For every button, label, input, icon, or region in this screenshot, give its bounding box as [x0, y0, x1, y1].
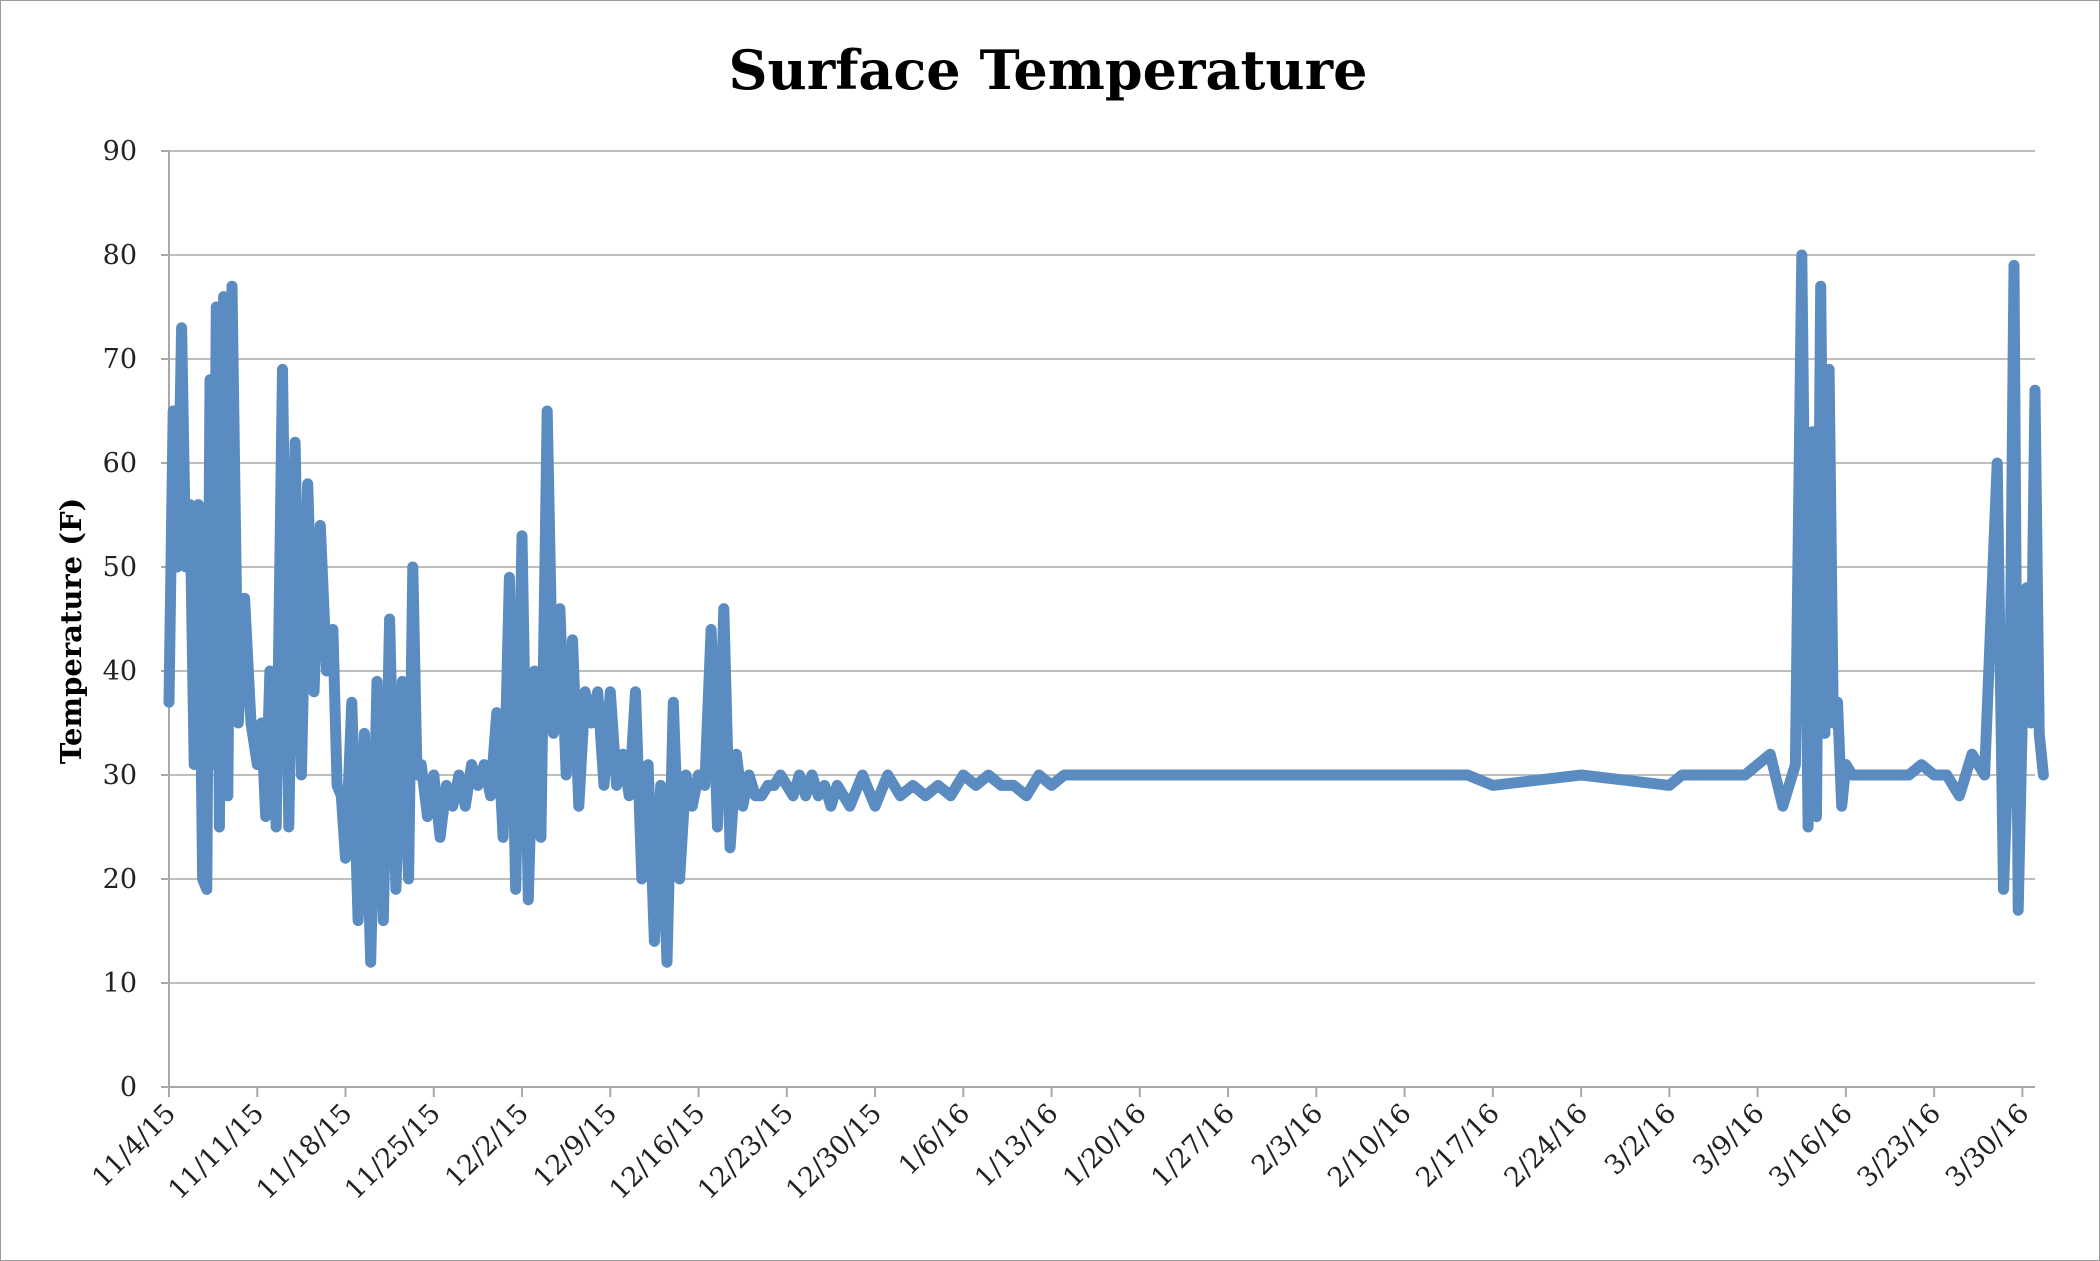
y-tick-label: 90: [103, 136, 137, 167]
gridlines: [161, 150, 2035, 1097]
x-tick-label: 1/6/16: [893, 1098, 976, 1181]
x-tick-label: 3/23/16: [1852, 1098, 1948, 1194]
x-tick-label: 1/27/16: [1146, 1098, 1242, 1194]
x-tick-label: 11/11/15: [163, 1098, 271, 1206]
axes: [161, 151, 2035, 1088]
x-tick-label: 12/16/15: [604, 1098, 712, 1206]
x-tick-label: 12/30/15: [780, 1098, 888, 1206]
x-tick-label: 3/2/16: [1599, 1098, 1682, 1181]
x-tick-label: 2/10/16: [1322, 1098, 1418, 1194]
x-tick-label: 1/13/16: [969, 1098, 1065, 1194]
series-line-surface-temperature: [163, 249, 2049, 968]
y-tick-label: 60: [103, 448, 137, 479]
y-tick-label: 50: [103, 552, 137, 583]
x-tick-label: 11/25/15: [339, 1098, 447, 1206]
chart-title: Surface Temperature: [728, 38, 1367, 102]
y-tick-label: 80: [103, 240, 137, 271]
x-tick-labels: 11/4/1511/11/1511/18/1511/25/1512/2/1512…: [86, 1098, 2035, 1206]
y-tick-label: 20: [103, 864, 137, 895]
x-tick-label: 2/17/16: [1410, 1098, 1506, 1194]
x-tick-label: 3/30/16: [1940, 1098, 2036, 1194]
y-tick-label: 70: [103, 344, 137, 375]
y-tick-labels: 0 10 20 30 40 50 60 70 80 90: [103, 136, 137, 1103]
x-tick-label: 3/16/16: [1763, 1098, 1859, 1194]
x-tick-label: 12/2/15: [439, 1098, 535, 1194]
x-tick-label: 2/3/16: [1246, 1098, 1329, 1181]
y-tick-label: 30: [103, 760, 137, 791]
y-axis-label: Temperature (F): [54, 498, 88, 765]
y-tick-label: 40: [103, 656, 137, 687]
y-tick-label: 0: [120, 1072, 137, 1103]
x-tick-label: 3/9/16: [1687, 1098, 1770, 1181]
x-tick-label: 1/20/16: [1057, 1098, 1153, 1194]
series-group: [163, 249, 2049, 968]
x-tick-label: 2/24/16: [1499, 1098, 1595, 1194]
x-tick-label: 12/23/15: [692, 1098, 800, 1206]
x-tick-label: 11/18/15: [251, 1098, 359, 1206]
y-tick-label: 10: [103, 968, 137, 999]
